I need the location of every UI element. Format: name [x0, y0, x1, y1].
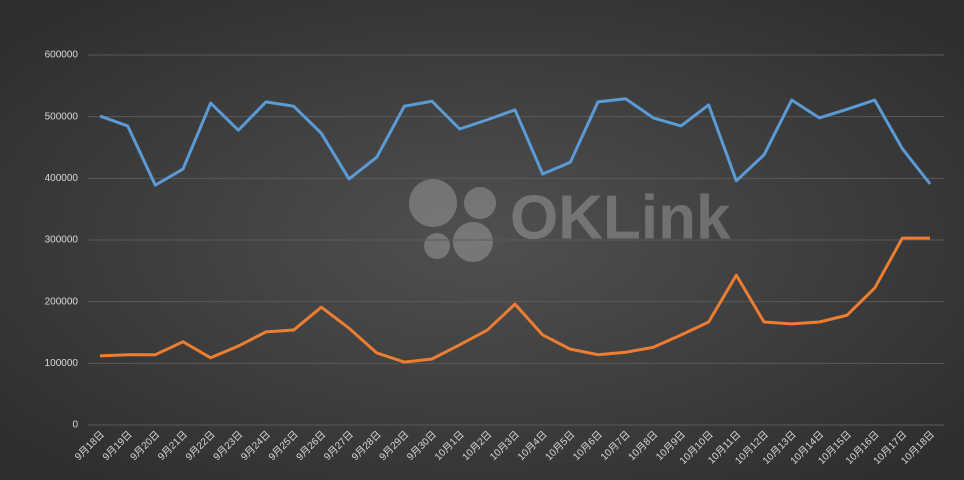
watermark: OKLink — [510, 183, 731, 252]
y-tick-label: 600000 — [45, 50, 79, 61]
y-tick-label: 0 — [72, 420, 78, 431]
line — [99, 97, 932, 187]
watermark-logo — [409, 179, 496, 262]
y-tick-label: 500000 — [45, 111, 79, 122]
y-tick-label: 400000 — [45, 173, 79, 184]
y-tick-label: 200000 — [45, 296, 79, 307]
y-tick-label: 300000 — [45, 235, 79, 246]
line — [99, 236, 930, 364]
y-tick-label: 100000 — [45, 358, 79, 369]
